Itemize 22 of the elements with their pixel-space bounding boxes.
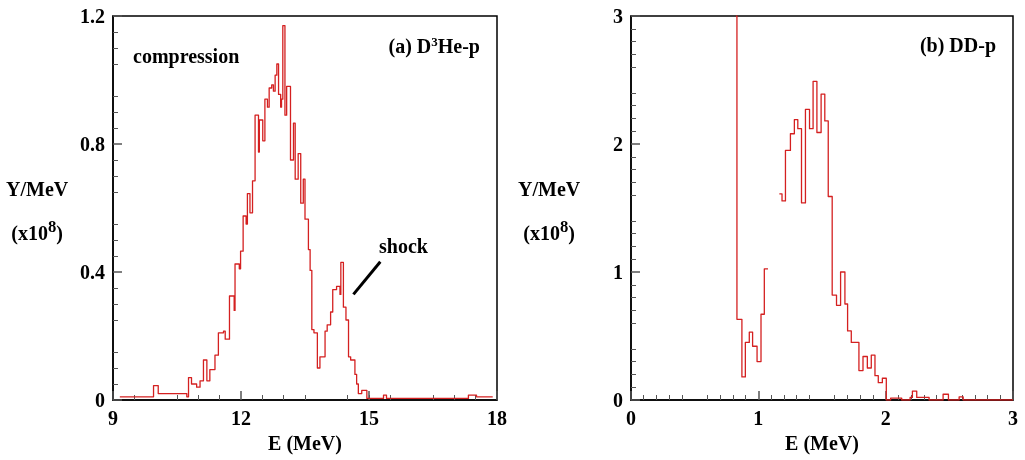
x-tick-label: 9 [108,407,118,429]
x-axis-title: E (MeV) [785,431,859,455]
y-tick-label: 2 [613,133,623,155]
y-tick-label: 1 [613,261,623,283]
y-axis-title: Y/MeV (x10$^{8}$) [518,177,581,247]
x-tick-label: 15 [359,407,379,429]
y-tick-label: 0.4 [80,261,105,283]
x-tick-label: 18 [487,407,507,429]
x-tick-label: 1 [753,407,764,429]
x-tick-label: 2 [880,407,891,429]
x-axis-title: E (MeV) [268,431,342,455]
annotation: compression [133,45,240,68]
y-axis-title: Y/MeV (x10$^{8}$) [6,177,69,247]
x-tick-label: 3 [1008,407,1018,429]
y-tick-label: 3 [613,5,623,27]
y-tick-label: 1.2 [80,5,105,27]
y-tick-label: 0 [95,389,105,411]
y-tick-label: 0.8 [80,133,105,155]
x-tick-label: 12 [231,407,251,429]
annotation: shock [379,234,429,257]
y-tick-label: 0 [613,389,623,411]
text: (b) DD-p [919,34,997,57]
